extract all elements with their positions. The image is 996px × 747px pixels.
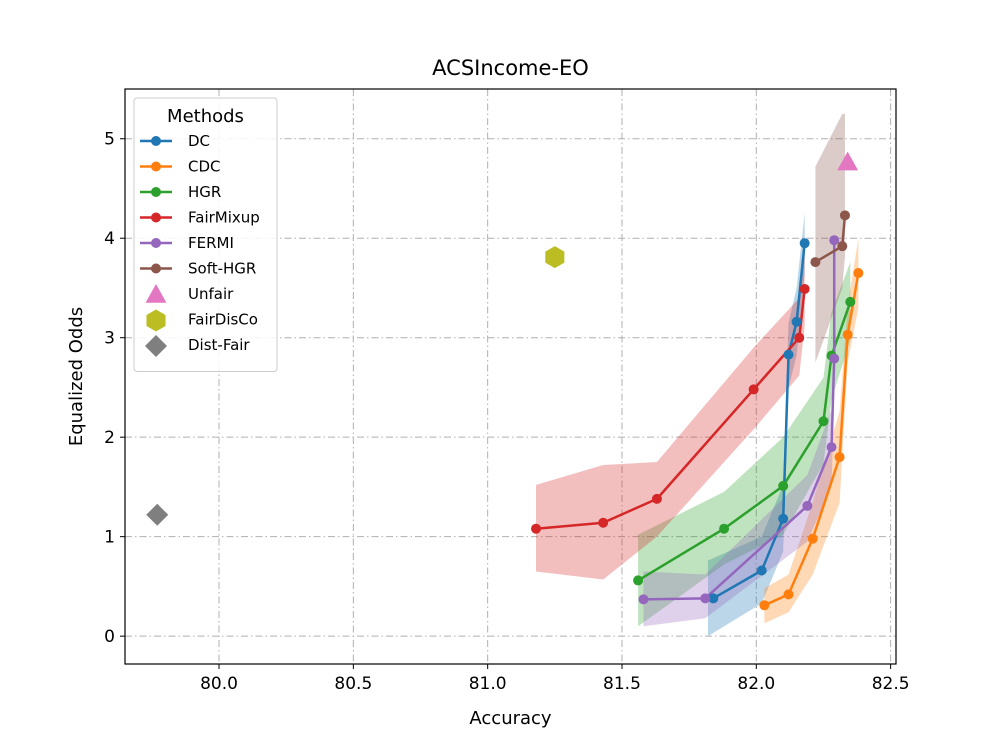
series-line-fairmixup (535, 288, 806, 530)
point-unfair (837, 151, 859, 171)
legend-label-unfair: Unfair (188, 285, 234, 303)
point-hgr (778, 480, 789, 491)
point-fermi (802, 500, 813, 511)
legend-marker-fermi (151, 238, 161, 248)
legend-label-dc: DC (188, 132, 210, 150)
legend-label-soft-hgr: Soft-HGR (188, 260, 256, 278)
point-cdc (807, 533, 818, 544)
x-tick-label: 82.5 (872, 674, 910, 694)
point-dist-fair (146, 503, 169, 526)
point-hgr (818, 416, 829, 427)
point-fairmixup (794, 332, 805, 343)
y-axis-ticks: 0 1 2 3 4 5 (104, 130, 125, 647)
legend-title: Methods (167, 106, 244, 127)
legend-marker-soft-hgr (151, 263, 161, 274)
band-cdc (764, 238, 859, 624)
legend-label-fairmixup: FairMixup (188, 209, 260, 227)
point-fairmixup (651, 493, 662, 504)
point-soft-hgr (839, 210, 850, 221)
point-hgr (633, 575, 644, 586)
point-cdc (783, 589, 794, 600)
point-fairmixup (799, 283, 810, 294)
point-cdc (834, 452, 845, 463)
legend-marker-dc (151, 136, 161, 146)
x-tick-label: 81.0 (469, 674, 507, 694)
legend-label-fermi: FERMI (188, 234, 234, 252)
y-tick-label: 3 (104, 329, 115, 349)
legend-marker-fairdisco (146, 309, 166, 332)
legend-label-cdc: CDC (188, 158, 221, 176)
y-tick-label: 5 (104, 130, 115, 150)
point-dc (708, 593, 719, 604)
point-cdc (759, 600, 770, 611)
point-fairmixup (748, 384, 759, 395)
point-soft-hgr (810, 257, 821, 268)
band-fairmixup (536, 250, 805, 580)
x-tick-label: 80.5 (334, 674, 372, 694)
legend-marker-hgr (151, 187, 161, 197)
y-tick-label: 0 (104, 627, 115, 647)
point-hgr (719, 523, 730, 534)
point-fairdisco (545, 246, 565, 269)
series-line-fermi (643, 240, 836, 601)
point-cdc (853, 268, 864, 279)
series-markers (146, 151, 864, 611)
y-tick-label: 1 (104, 528, 115, 548)
point-fermi (638, 594, 649, 605)
plot-frame (124, 88, 897, 665)
point-dc (791, 316, 802, 327)
point-fermi (829, 235, 840, 246)
y-tick-label: 2 (104, 428, 115, 448)
point-dc (799, 238, 810, 249)
point-cdc (842, 329, 853, 340)
series-line-dc (712, 243, 806, 600)
point-fairmixup (598, 517, 609, 528)
point-soft-hgr (837, 241, 848, 252)
point-fairmixup (531, 523, 542, 534)
point-dc (756, 565, 767, 576)
x-axis-ticks: 80.0 80.5 81.0 81.5 82.0 82.5 (200, 664, 910, 694)
legend-marker-unfair (145, 284, 167, 303)
x-tick-label: 82.0 (737, 674, 775, 694)
point-dc (783, 349, 794, 360)
point-fermi (700, 593, 711, 604)
y-tick-label: 4 (104, 229, 115, 249)
point-fermi (829, 353, 840, 364)
point-fermi (826, 442, 837, 453)
band-hgr (638, 262, 851, 627)
legend-marker-dist-fair (145, 335, 167, 357)
confidence-bands (536, 113, 859, 637)
x-tick-label: 81.5 (603, 674, 641, 694)
y-axis-label: Equalized Odds (66, 307, 87, 446)
grid (125, 89, 896, 664)
legend-label-hgr: HGR (188, 183, 221, 201)
x-axis-label: Accuracy (469, 708, 552, 729)
x-tick-label: 80.0 (200, 674, 238, 694)
legend-label-fairdisco: FairDisCo (188, 311, 258, 329)
point-dc (778, 513, 789, 524)
legend: Methods DC CDC HGR FairMixup FERMI Soft-HGR Unf… (133, 97, 278, 372)
legend-label-dist-fair: Dist-Fair (188, 336, 250, 354)
legend-marker-fairmixup (151, 212, 161, 223)
point-hgr (845, 296, 856, 307)
chart-title: ACSIncome-EO (432, 56, 589, 80)
legend-marker-cdc (151, 161, 161, 172)
